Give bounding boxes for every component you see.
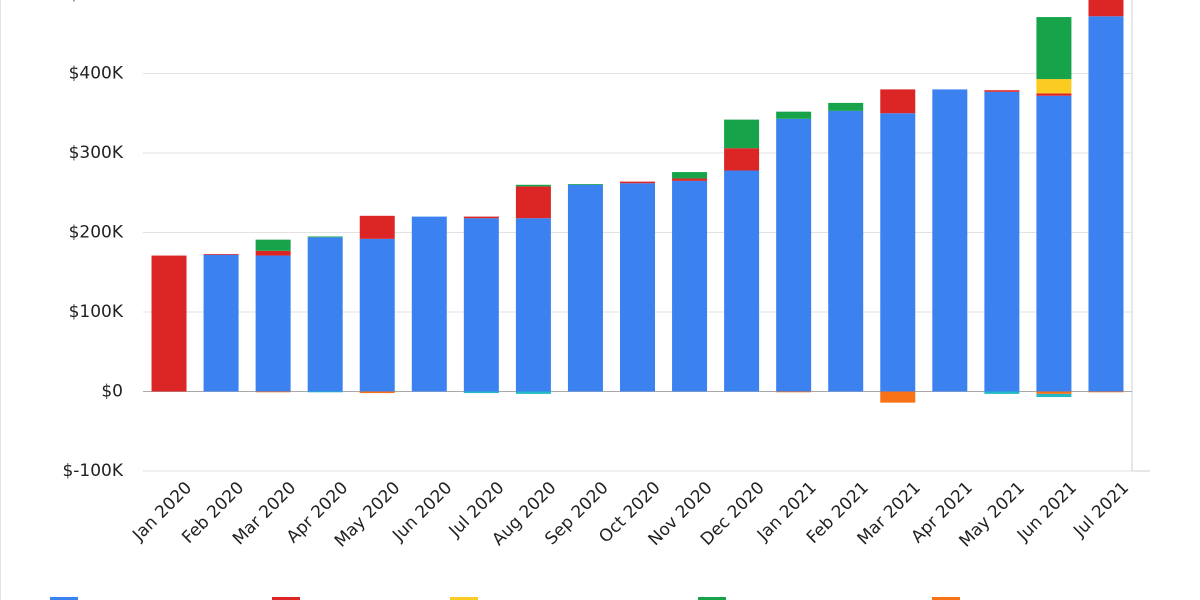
bar-segment	[567, 184, 603, 185]
bar-segment	[151, 255, 187, 392]
legend-swatch	[50, 597, 78, 600]
y-tick-label: $400K	[69, 64, 124, 84]
bar-segment	[203, 253, 239, 255]
bar-segment	[880, 89, 916, 114]
bar-segment	[984, 91, 1020, 392]
bar-segment	[620, 181, 655, 184]
bar-segment	[1036, 393, 1072, 398]
bar-segment	[515, 186, 551, 219]
legend-swatch	[932, 597, 960, 600]
bar-segment	[307, 236, 343, 238]
x-tick-label: Jul 2021	[1069, 478, 1133, 542]
bar-segment	[984, 90, 1020, 92]
bar-segment	[1036, 95, 1072, 392]
legend-swatch	[272, 597, 300, 600]
bar-segment	[932, 89, 968, 392]
bar-segment	[776, 111, 812, 119]
bar-segment	[307, 237, 343, 392]
bar-segment	[255, 250, 291, 256]
bar-segment	[672, 180, 708, 392]
bar-segment	[1036, 93, 1072, 96]
bar-segment	[828, 110, 864, 392]
bar-segment	[203, 254, 239, 392]
bar-segment	[463, 218, 499, 392]
bar-segment	[1088, 16, 1124, 392]
bar-segment	[984, 391, 1020, 394]
bar-segment	[828, 102, 864, 111]
bar-segment	[880, 113, 916, 392]
bar-segment	[724, 170, 760, 392]
legend-swatch	[450, 597, 478, 600]
bar-segment	[255, 255, 291, 392]
bar-segment	[724, 119, 760, 149]
bar-segment	[1036, 17, 1072, 80]
bar-segment	[724, 148, 760, 171]
bar-segment	[515, 184, 551, 187]
bar-segment	[1036, 79, 1072, 94]
y-tick-label: $200K	[69, 223, 124, 243]
bar-segment	[776, 391, 812, 393]
y-tick-label: $100K	[69, 302, 124, 322]
legend-swatch	[698, 597, 726, 600]
bar-segment	[255, 391, 291, 393]
bar-segment	[515, 218, 551, 392]
y-tick-label: $-100K	[62, 461, 123, 481]
bar-segment	[463, 391, 499, 394]
bar-segment	[620, 183, 655, 392]
bar-segment	[1088, 391, 1124, 393]
bar-segment	[1088, 0, 1124, 17]
bar-segment	[359, 391, 395, 394]
bar-segment	[672, 178, 708, 181]
y-tick-label: $500K	[69, 0, 124, 4]
bar-segment	[880, 391, 916, 403]
bar-segment	[672, 172, 708, 179]
bar-segment	[463, 216, 499, 219]
bar-segment	[359, 215, 395, 239]
y-tick-label: $0	[101, 382, 123, 402]
bar-segment	[515, 391, 551, 394]
bar-segment	[255, 239, 291, 251]
bar-segment	[411, 216, 447, 392]
bar-segment	[359, 238, 395, 392]
bar-segment	[1036, 391, 1072, 394]
bar-segment	[307, 391, 343, 393]
bar-segment	[567, 184, 603, 392]
y-tick-label: $300K	[69, 143, 124, 163]
bar-segment	[776, 118, 812, 392]
